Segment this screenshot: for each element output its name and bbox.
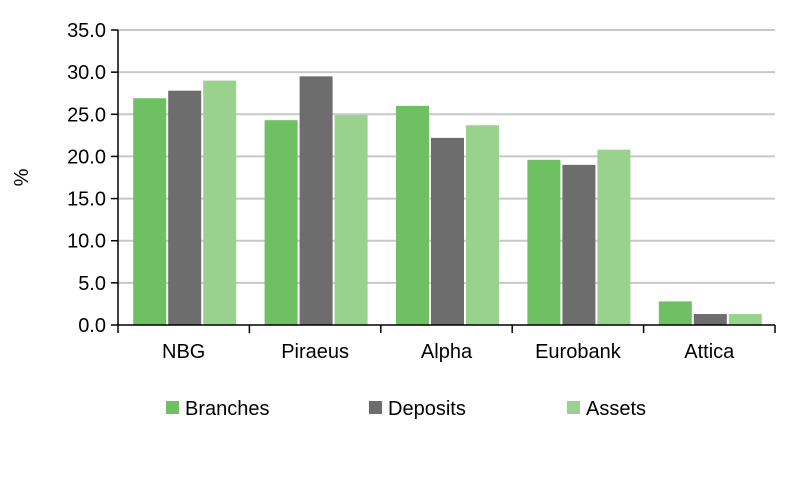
y-tick-label: 30.0 — [67, 62, 106, 84]
y-tick-label: 10.0 — [67, 231, 106, 253]
bar-deposits-attica — [693, 314, 727, 325]
legend-swatch-deposits — [369, 401, 382, 414]
bar-assets-alpha — [466, 125, 499, 325]
legend-label-deposits: Deposits — [388, 398, 466, 420]
legend: Branches Deposits Assets — [166, 398, 646, 420]
axes — [117, 30, 776, 333]
bar-branches-piraeus — [264, 120, 298, 325]
x-tick-label: Eurobank — [535, 341, 622, 363]
bar-deposits-nbg — [168, 90, 202, 325]
x-tick-label: Attica — [684, 341, 735, 363]
x-axis-labels: NBG Piraeus Alpha Eurobank Attica — [162, 341, 735, 363]
legend-swatch-assets — [567, 401, 580, 414]
bar-assets-piraeus — [334, 115, 368, 325]
bar-branches-attica — [658, 301, 692, 325]
y-tick-label: 25.0 — [67, 104, 106, 126]
y-tick-label: 5.0 — [78, 273, 106, 295]
legend-swatch-branches — [166, 401, 179, 414]
bar-assets-nbg — [203, 80, 237, 325]
bar-deposits-piraeus — [299, 76, 333, 325]
y-axis-label: % — [11, 168, 33, 186]
bars — [133, 76, 762, 326]
y-tick-label: 0.0 — [78, 315, 106, 337]
y-axis-ticks: 0.0 5.0 10.0 15.0 20.0 25.0 30.0 35.0 — [67, 20, 118, 337]
bar-branches-eurobank — [527, 159, 561, 325]
legend-label-assets: Assets — [586, 398, 646, 420]
x-tick-label: Alpha — [421, 341, 473, 363]
bar-assets-eurobank — [597, 149, 631, 325]
y-tick-label: 35.0 — [67, 20, 106, 42]
x-tick-label: Piraeus — [281, 341, 349, 363]
bar-deposits-alpha — [431, 137, 464, 325]
bar-deposits-eurobank — [562, 164, 596, 325]
bar-branches-nbg — [133, 98, 167, 326]
y-tick-label: 15.0 — [67, 189, 106, 211]
x-tick-label: NBG — [162, 341, 205, 363]
legend-label-branches: Branches — [185, 398, 270, 420]
bar-assets-attica — [728, 314, 762, 325]
y-tick-label: 20.0 — [67, 146, 106, 168]
bar-branches-alpha — [396, 105, 429, 325]
